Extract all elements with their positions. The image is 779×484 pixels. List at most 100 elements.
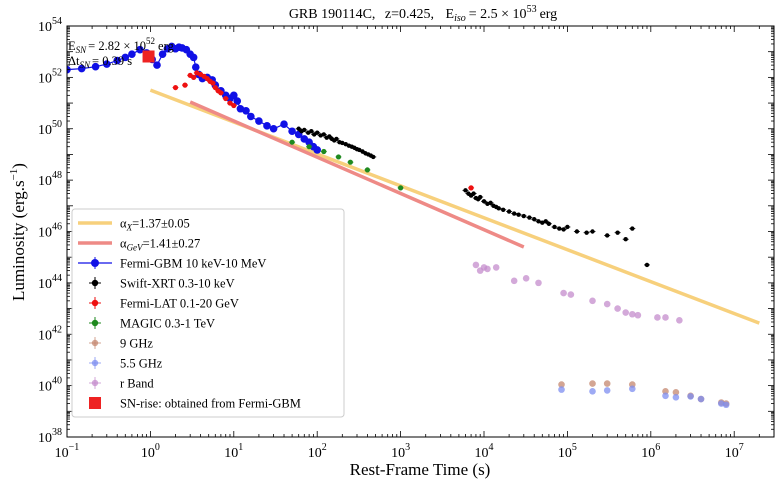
x-tick-label: 103 [391, 442, 410, 461]
data-point [672, 388, 680, 396]
data-point [472, 261, 480, 269]
data-point [488, 200, 493, 206]
data-point [335, 154, 342, 160]
data-point [560, 289, 567, 297]
legend-label: Fermi-LAT 0.1-20 GeV [120, 297, 239, 311]
data-point [492, 264, 500, 271]
data-point [189, 53, 198, 62]
y-tick-label: 1048 [38, 170, 62, 189]
data-point [614, 305, 621, 312]
legend-swatch-marker [91, 339, 99, 347]
data-point [589, 380, 596, 387]
data-point [615, 230, 620, 235]
data-point [306, 144, 312, 150]
data-point [321, 132, 327, 137]
data-point [121, 53, 130, 62]
legend-label: Fermi-GBM 10 keV-10 MeV [120, 257, 266, 271]
data-point [552, 224, 557, 230]
data-point [622, 309, 630, 316]
data-point [629, 385, 636, 393]
data-point [481, 199, 487, 204]
data-point [280, 120, 288, 129]
y-axis-title: Luminosity (erg.s−1) [8, 163, 28, 301]
y-tick-label: 1052 [38, 67, 62, 86]
y-tick-label: 1046 [38, 222, 62, 241]
data-point [233, 97, 242, 105]
data-point [182, 82, 188, 88]
data-point [662, 314, 669, 321]
data-point [296, 126, 301, 131]
data-point [590, 229, 595, 234]
data-point [484, 265, 491, 273]
y-tick-label: 1044 [38, 273, 62, 292]
y-tick-label: 1042 [38, 324, 62, 343]
legend-item: αX=1.37±0.05 [78, 217, 190, 233]
data-point [191, 63, 200, 71]
data-point [269, 124, 278, 133]
legend-item: Fermi-LAT 0.1-20 GeV [89, 297, 239, 311]
data-point [629, 310, 636, 318]
data-point [546, 221, 552, 226]
data-point [558, 381, 565, 388]
data-point [230, 91, 238, 100]
legend-swatch-marker [91, 379, 99, 387]
legend-label: αGeV=1.41±0.27 [120, 237, 200, 253]
data-point [516, 212, 521, 217]
data-point [463, 188, 468, 193]
data-point [662, 388, 669, 395]
data-point [315, 130, 320, 135]
x-tick-label: 105 [558, 442, 577, 461]
data-point [91, 62, 100, 71]
data-point [477, 194, 483, 200]
data-point [77, 64, 86, 73]
data-point [142, 50, 155, 63]
data-point [603, 300, 611, 308]
legend-item: Swift-XRT 0.3-10 keV [89, 277, 235, 291]
chart-title: GRB 190114C, z=0.425, Eiso = 2.5 × 1053 er… [289, 4, 557, 24]
data-point [589, 297, 596, 305]
data-point [584, 230, 589, 235]
legend-swatch-marker [91, 359, 99, 367]
x-tick-label: 101 [224, 442, 243, 461]
data-point [496, 206, 501, 211]
legend-label: SN-rise: obtained from Fermi-GBM [120, 397, 301, 411]
data-point [227, 100, 233, 106]
data-point [357, 147, 362, 153]
legend-label: 9 GHz [120, 337, 153, 351]
data-point [567, 291, 575, 298]
y-tick-label: 1050 [38, 119, 62, 138]
legend-swatch-marker [91, 259, 99, 267]
data-point [371, 154, 376, 160]
data-point [603, 387, 611, 394]
legend-item: 9 GHz [89, 337, 153, 351]
legend-item: αGeV=1.41±0.27 [78, 237, 200, 253]
legend-label: 5.5 GHz [120, 357, 163, 371]
data-point [210, 80, 216, 86]
data-point [623, 237, 628, 242]
data-point [644, 262, 650, 268]
data-point [398, 185, 404, 191]
data-point [506, 209, 512, 214]
legend-label: Swift-XRT 0.3-10 keV [120, 277, 235, 291]
data-point [313, 146, 322, 154]
data-point [334, 136, 339, 142]
series-group [472, 261, 683, 324]
data-point [662, 392, 669, 400]
data-point [263, 122, 271, 130]
x-tick-label: 102 [308, 442, 327, 461]
data-point [309, 129, 314, 134]
data-point [604, 233, 610, 238]
data-point [697, 395, 705, 403]
data-point [630, 226, 635, 231]
data-point [558, 386, 565, 393]
x-tick-label: 107 [725, 442, 744, 461]
x-tick-label: 106 [641, 442, 660, 461]
data-point [603, 380, 611, 387]
legend-swatch-marker [91, 319, 99, 327]
dt-annotation: ΔtSN = 0.39 s [68, 54, 132, 70]
x-tick-label: 10−1 [55, 442, 80, 461]
data-point [223, 95, 229, 102]
data-point [347, 159, 353, 165]
series-group [142, 50, 155, 63]
